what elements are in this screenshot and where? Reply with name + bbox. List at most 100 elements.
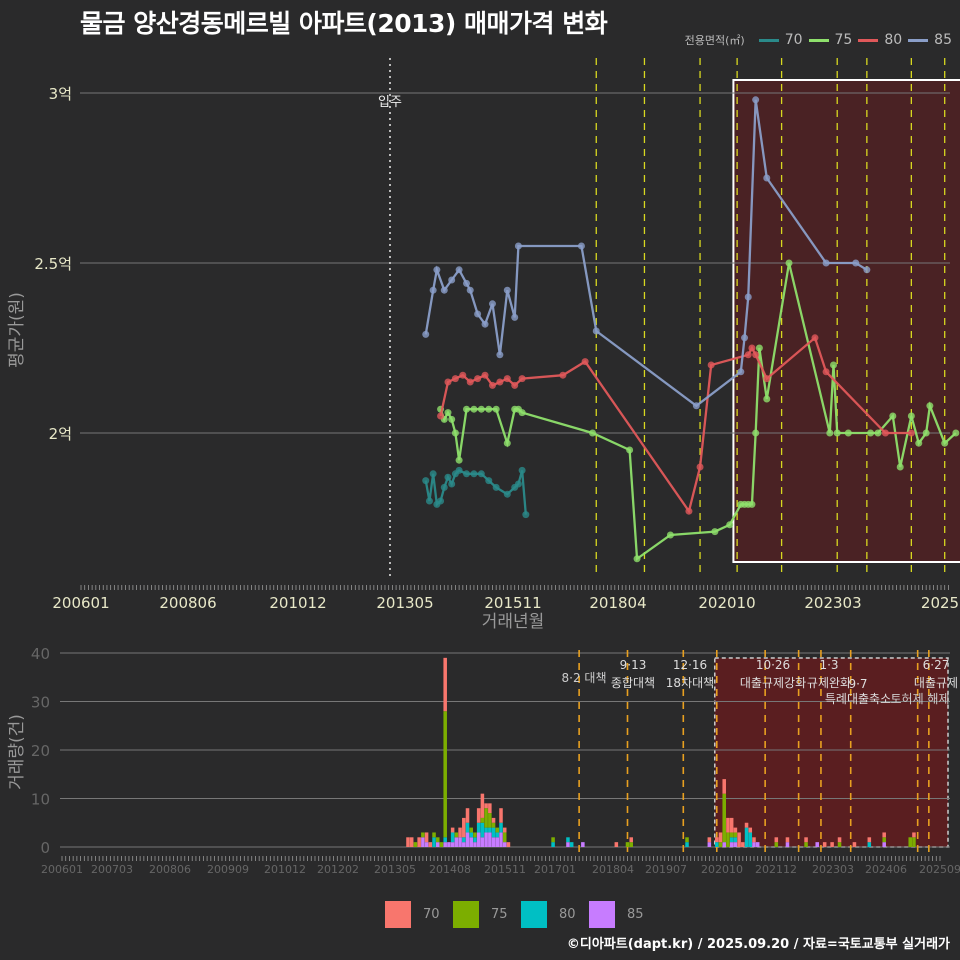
volume-bar-70 (729, 817, 734, 833)
volume-bar-70 (499, 808, 503, 823)
volume-bar-70 (465, 808, 470, 823)
data-point (822, 259, 830, 267)
policy-date-label: 10·26 (756, 658, 790, 672)
data-point (666, 531, 674, 539)
data-point (448, 415, 456, 423)
policy-date-label: 9·7 (848, 677, 867, 691)
x-tick-label: 202406 (865, 863, 907, 876)
volume-bar-75 (726, 832, 730, 847)
data-point (737, 368, 745, 376)
volume-bar-70 (614, 842, 619, 847)
volume-bar-75 (551, 837, 555, 843)
policy-name-label: 토허제 해제 (890, 692, 949, 706)
volume-bar-70 (458, 827, 462, 838)
x-tick-label: 201012 (264, 863, 306, 876)
move-in-label: 입주 (378, 95, 402, 110)
policy-date-label: 12·16 (673, 658, 707, 672)
volume-bar-85 (707, 842, 712, 847)
volume-bar-75 (837, 842, 842, 847)
x-tick-label: 201202 (317, 863, 359, 876)
data-point (881, 429, 889, 437)
data-point (889, 412, 897, 420)
volume-bar-75 (480, 817, 485, 823)
data-point (833, 429, 841, 437)
data-point (952, 429, 960, 437)
volume-bar-85 (502, 842, 507, 847)
data-point (522, 511, 530, 519)
volume-bar-70 (852, 842, 857, 847)
data-point (485, 477, 493, 485)
volume-bar-85 (815, 842, 819, 847)
data-point (830, 361, 837, 369)
data-point (626, 446, 634, 454)
x-tick-label: 201511 (484, 863, 526, 876)
volume-bar-80 (748, 832, 753, 847)
x-tick-label: 200703 (91, 863, 133, 876)
volume-bar-85 (476, 832, 481, 847)
x-tick-label: 201012 (269, 594, 326, 612)
y-tick-label: 2.5억 (34, 255, 72, 273)
data-point (581, 358, 589, 366)
data-point (503, 439, 511, 447)
data-point (463, 470, 471, 478)
data-point (863, 266, 871, 274)
volume-bar-85 (581, 842, 585, 847)
volume-bar-75 (685, 837, 689, 843)
data-point (518, 466, 526, 474)
legend-item-85: 85 (589, 901, 657, 928)
policy-date-label: 6·27 (923, 658, 950, 672)
volume-bar-70 (450, 827, 455, 833)
data-point (633, 555, 641, 563)
data-point (696, 463, 704, 471)
data-point (503, 490, 511, 498)
swatch-icon (589, 901, 615, 928)
x-tick-label: 201408 (429, 863, 471, 876)
data-point (455, 456, 463, 464)
data-point (744, 293, 752, 301)
volume-bar-80 (499, 822, 503, 833)
volume-bar-75 (413, 842, 418, 847)
policy-name-label: 특례대출축소 (825, 692, 891, 706)
data-point (470, 405, 478, 413)
data-point (488, 300, 496, 308)
volume-bar-80 (551, 842, 555, 847)
volume-bar-70 (722, 779, 726, 794)
volume-bar-70 (502, 827, 507, 833)
data-point (926, 402, 934, 410)
data-point (433, 266, 441, 274)
volume-bar-75 (774, 842, 779, 847)
x-tick-label: 202303 (804, 594, 861, 612)
volume-bar-75 (469, 827, 474, 833)
x-tick-label: 200601 (52, 594, 109, 612)
volume-bar-75 (722, 793, 726, 843)
data-point (752, 429, 760, 437)
volume-bar-75 (912, 837, 916, 847)
data-point (459, 371, 467, 379)
data-point (481, 320, 489, 328)
policy-name-label: 대출규제 (914, 676, 958, 690)
data-point (485, 405, 493, 413)
volume-bar-70 (733, 827, 738, 833)
data-point (444, 409, 452, 417)
data-point (559, 371, 567, 379)
volume-bar-80 (465, 822, 470, 833)
volume-bar-70 (718, 832, 723, 843)
data-point (922, 429, 930, 437)
data-point (448, 480, 456, 488)
data-point (437, 412, 445, 420)
data-point (503, 375, 511, 383)
volume-bar-70 (443, 657, 447, 712)
volume-bar-85 (752, 842, 756, 847)
volume-bar-80 (715, 842, 719, 847)
data-point (907, 412, 915, 420)
volume-bar-80 (569, 842, 574, 847)
volume-bar-70 (480, 793, 485, 818)
line-swatch-icon (758, 38, 779, 42)
data-point (477, 405, 485, 413)
volume-bar-85 (495, 837, 500, 847)
swatch-icon (521, 901, 547, 928)
data-point (763, 375, 771, 383)
volume-bar-75 (473, 832, 477, 838)
data-point (514, 242, 522, 250)
volume-bar-80 (450, 832, 455, 843)
